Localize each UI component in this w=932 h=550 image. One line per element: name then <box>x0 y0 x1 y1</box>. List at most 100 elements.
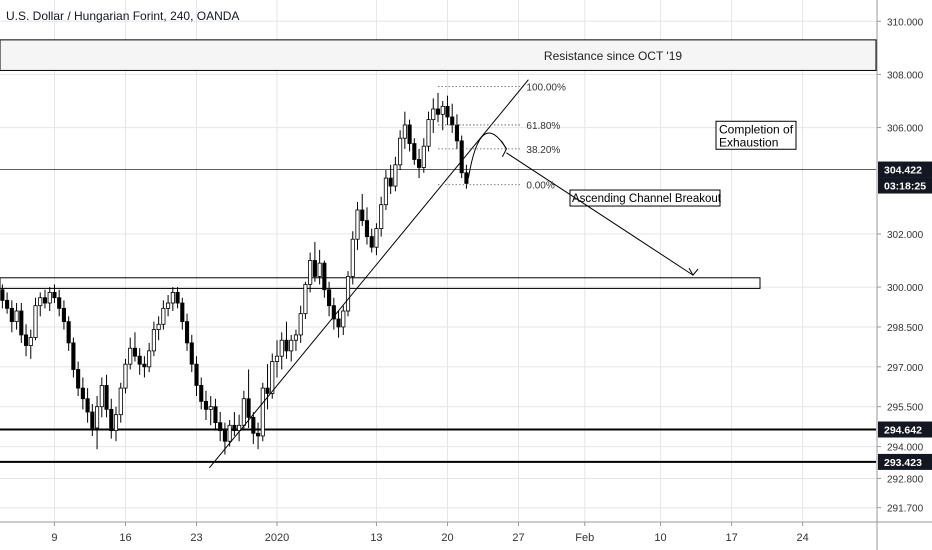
candle-up <box>303 284 308 315</box>
candle-up <box>345 276 351 312</box>
support-zone <box>0 277 761 289</box>
candle-down <box>450 116 455 126</box>
time-tick-label: 24 <box>796 532 808 544</box>
candle-down <box>189 342 194 365</box>
candle-down <box>180 302 185 323</box>
time-axis[interactable]: 9 16 23 2020 13 20 27 Feb 10 17 24 <box>0 521 932 544</box>
candle-down <box>90 411 95 429</box>
price-axis[interactable]: 310.000 308.000 306.000 302.000 300.000 298.5… <box>876 0 932 550</box>
breakout-label-box <box>569 189 721 207</box>
completion-annotation-box <box>715 120 797 150</box>
candle-down <box>137 355 142 365</box>
price-tick-label: 300.000 <box>887 283 924 294</box>
current-price-tag <box>878 161 932 178</box>
price-tick-label: 295.500 <box>887 403 924 414</box>
countdown-tag-label: 03:18:25 <box>884 181 926 193</box>
price-tick-label: 294.000 <box>887 443 924 454</box>
candle-down <box>184 321 190 344</box>
candle-down <box>464 172 469 184</box>
candle-down <box>336 318 341 328</box>
resistance-zone <box>0 39 877 71</box>
candle-up <box>208 406 213 410</box>
candle-up <box>151 329 156 352</box>
candle-down <box>322 262 327 291</box>
candle-up <box>393 164 398 187</box>
candle-up <box>270 361 275 394</box>
completion-annotation-text: Exhaustion <box>719 135 778 149</box>
time-tick-label: 10 <box>654 532 666 544</box>
candle-down <box>42 297 48 304</box>
candle-up <box>440 105 445 115</box>
support-price-tag <box>878 421 932 438</box>
candle-up <box>279 339 284 357</box>
candle-down <box>232 424 237 432</box>
candle-up <box>398 137 403 166</box>
fib-level-label: 0.00% <box>526 181 554 192</box>
candle-down <box>104 385 109 410</box>
candle-down <box>284 339 289 352</box>
candle-down <box>251 416 256 434</box>
candle-up <box>293 334 299 341</box>
candle-up <box>95 406 100 429</box>
candle-down <box>445 105 450 118</box>
candle-up <box>274 355 280 362</box>
candle-up <box>355 209 360 240</box>
candle-down <box>412 143 417 160</box>
price-tick-label: 291.700 <box>887 504 924 515</box>
candle-down <box>312 260 317 277</box>
candle-up <box>123 363 128 389</box>
grid <box>0 0 876 521</box>
candle-down <box>66 321 71 344</box>
candle-up <box>156 323 161 331</box>
candle-up <box>170 291 175 304</box>
candle-up <box>237 424 242 432</box>
support-price-tag <box>878 453 932 470</box>
price-tick-label: 298.500 <box>887 323 924 334</box>
candle-up <box>166 302 171 309</box>
candle-down <box>0 289 5 301</box>
candle-up <box>374 228 379 248</box>
candle-up <box>308 260 313 285</box>
price-tick-label: 292.800 <box>887 474 924 485</box>
candle-up <box>113 414 119 432</box>
current-price-tag-label: 304.422 <box>884 165 922 177</box>
time-tick-label: 9 <box>51 532 57 544</box>
countdown-tag <box>878 177 932 194</box>
candle-down <box>85 398 90 413</box>
time-tick-label: 13 <box>370 532 382 544</box>
candle-down <box>9 307 14 323</box>
candle-down <box>256 432 261 437</box>
candle-down <box>52 291 57 299</box>
candle-down <box>364 220 370 237</box>
time-tick-label: 20 <box>441 532 453 544</box>
candle-down <box>19 310 24 336</box>
time-tick-label: 27 <box>512 532 524 544</box>
candle-down <box>417 159 422 168</box>
breakout-label-text: Ascending Channel Breakout <box>572 193 722 205</box>
candle-down <box>57 297 62 309</box>
candle-up <box>118 387 123 416</box>
candle-down <box>80 387 85 400</box>
fib-level-label: 100.00% <box>526 82 566 93</box>
time-tick-label: Feb <box>575 532 594 544</box>
support-price-tag-label: 293.423 <box>884 457 922 469</box>
candle-up <box>47 291 52 304</box>
candle-up <box>14 310 19 323</box>
projection-arrow-line <box>506 152 694 276</box>
price-tick-label: 308.000 <box>887 70 924 81</box>
candle-up <box>350 238 355 277</box>
candle-up <box>317 262 322 277</box>
chart-title: U.S. Dollar / Hungarian Forint, 240, OAN… <box>6 9 240 23</box>
price-tick-label: 297.000 <box>887 363 924 374</box>
candle-up <box>241 398 246 426</box>
time-tick-label: 23 <box>190 532 202 544</box>
candles <box>0 93 469 455</box>
candle-down <box>222 430 227 442</box>
candle-down <box>369 236 374 248</box>
candle-down <box>132 347 138 357</box>
resistance-zone-label: Resistance since OCT '19 <box>544 49 682 63</box>
candle-down <box>218 422 223 432</box>
candle-down <box>213 406 218 424</box>
